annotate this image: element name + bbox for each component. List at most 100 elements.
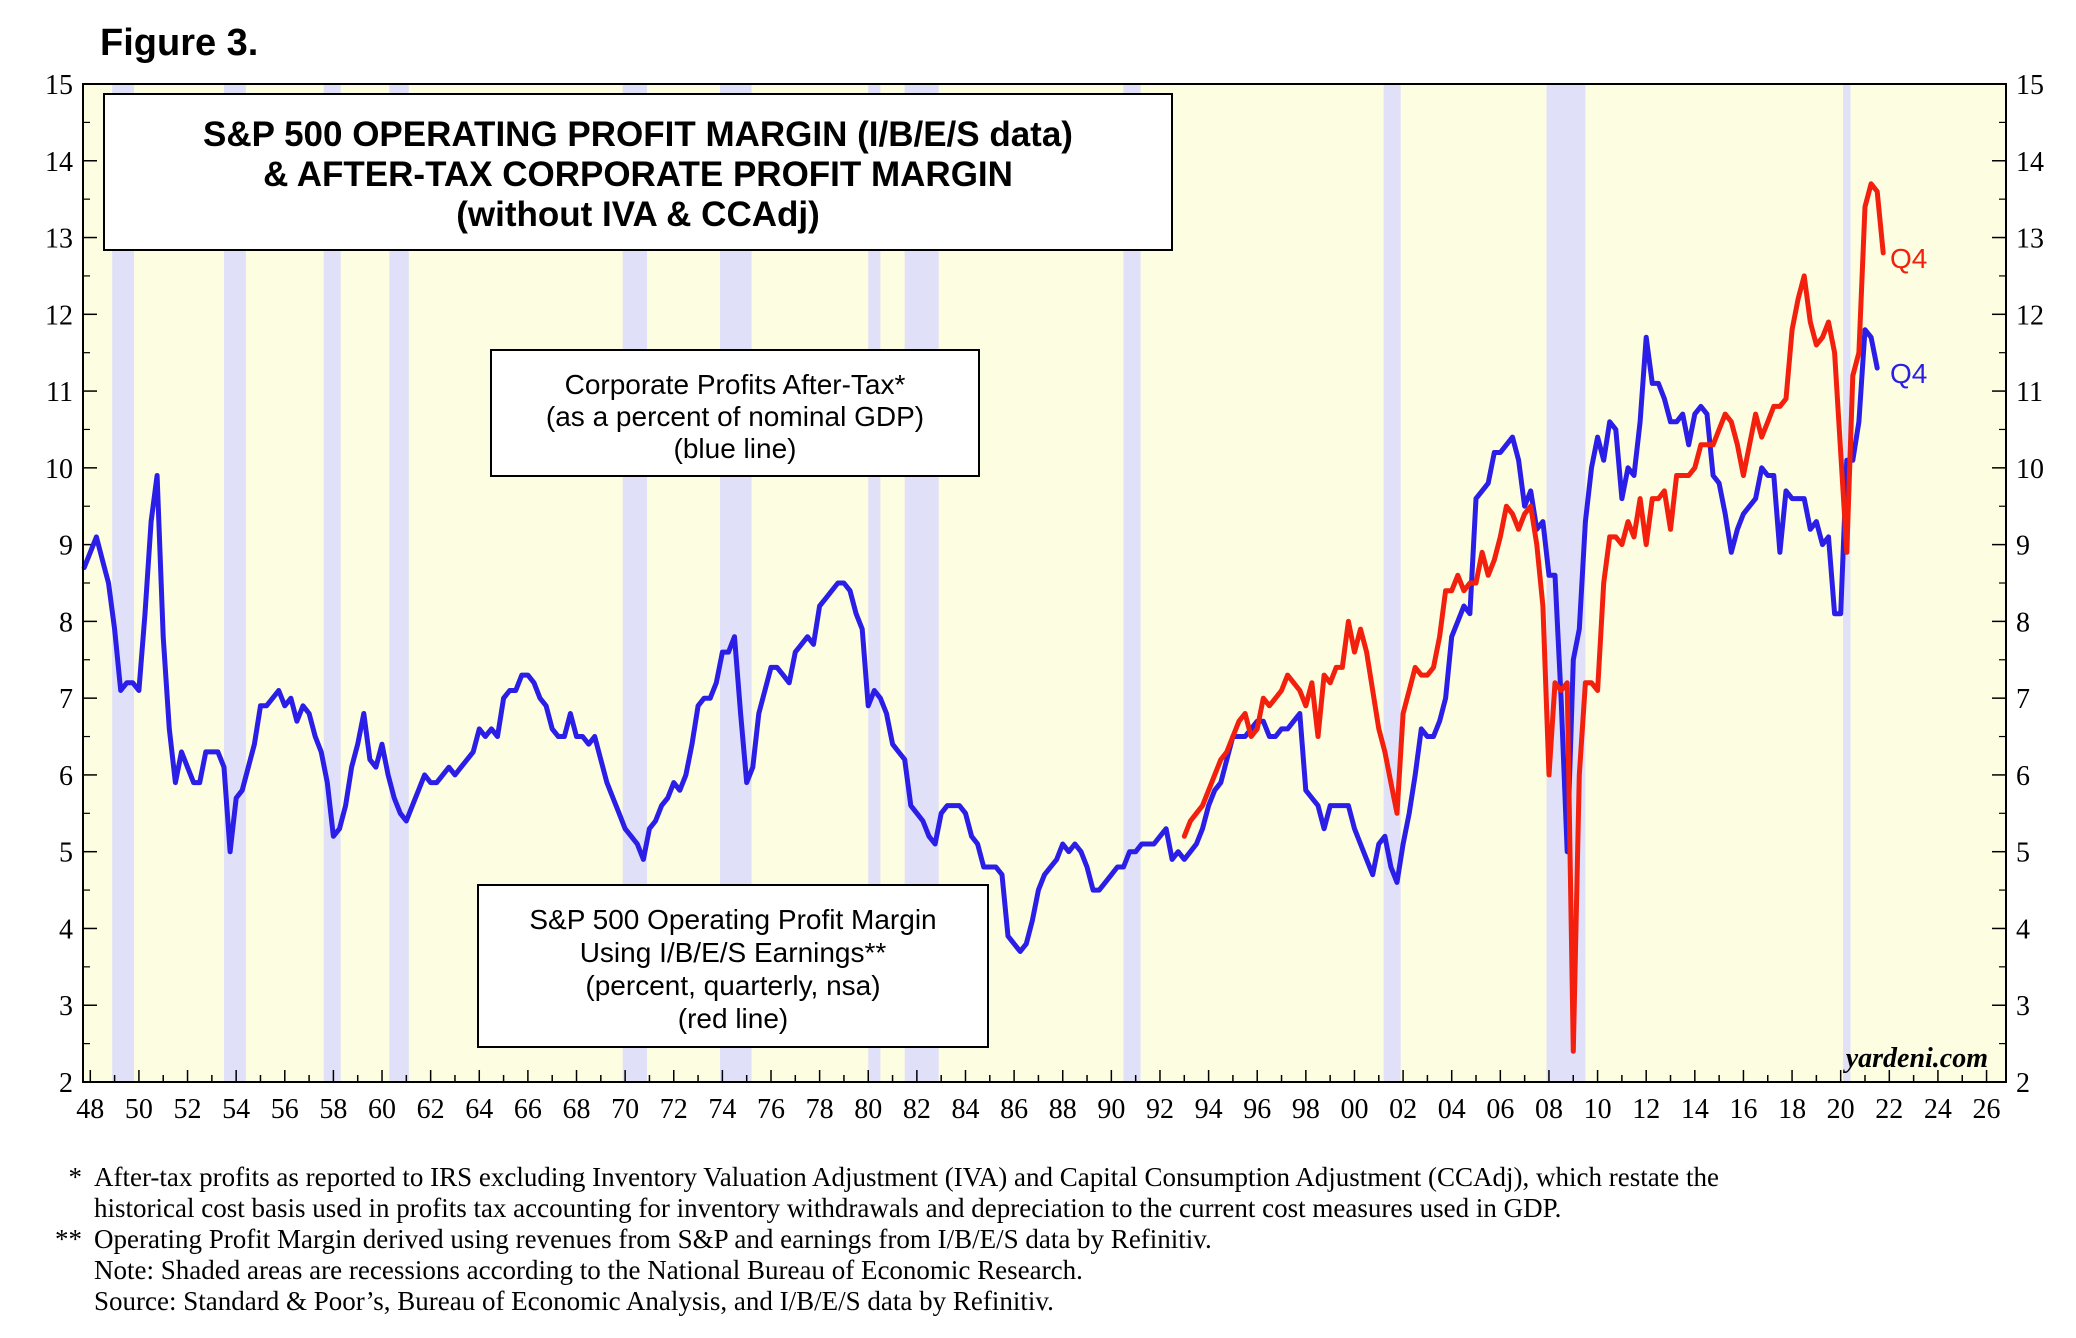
y-tick-label-right: 15 <box>2016 70 2044 101</box>
blue-box-line-1: Corporate Profits After-Tax* <box>565 369 906 400</box>
y-tick-label-right: 2 <box>2016 1068 2030 1099</box>
y-tick-label-left: 5 <box>59 838 73 869</box>
blue-line-legend-box: Corporate Profits After-Tax* (as a perce… <box>490 349 980 477</box>
x-tick-label: 64 <box>465 1094 493 1125</box>
recession-band <box>1383 84 1401 1082</box>
x-tick-label: 02 <box>1389 1094 1417 1125</box>
x-tick-label: 06 <box>1486 1094 1514 1125</box>
x-tick-label: 14 <box>1681 1094 1709 1125</box>
x-tick-label: 60 <box>368 1094 396 1125</box>
footnote-mark-double-star: ** <box>55 1224 82 1254</box>
y-tick-label-left: 15 <box>45 70 73 101</box>
x-tick-label: 72 <box>660 1094 688 1125</box>
x-tick-label: 96 <box>1243 1094 1271 1125</box>
x-tick-label: 00 <box>1340 1094 1368 1125</box>
x-tick-label: 88 <box>1049 1094 1077 1125</box>
x-tick-label: 22 <box>1875 1094 1903 1125</box>
x-tick-label: 76 <box>757 1094 785 1125</box>
y-tick-label-right: 13 <box>2016 224 2044 255</box>
x-tick-label: 98 <box>1292 1094 1320 1125</box>
footnote-double-star: ** Operating Profit Margin derived using… <box>28 1224 2058 1255</box>
recession-band <box>389 84 409 1082</box>
y-tick-label-left: 13 <box>45 224 73 255</box>
x-tick-label: 86 <box>1000 1094 1028 1125</box>
y-axis-left: 2 3 4 5 6 7 8 9 10 11 12 13 14 15 <box>45 70 73 1099</box>
y-tick-label-left: 12 <box>45 300 73 331</box>
y-tick-label-left: 7 <box>59 684 73 715</box>
x-tick-label: 80 <box>854 1094 882 1125</box>
x-tick-label: 62 <box>417 1094 445 1125</box>
red-series-end-label: Q4 <box>1890 243 1927 274</box>
x-tick-label: 92 <box>1146 1094 1174 1125</box>
chart-title-line-3: (without IVA & CCAdj) <box>456 195 820 234</box>
footnotes: * After-tax profits as reported to IRS e… <box>28 1162 2058 1317</box>
x-tick-label: 70 <box>611 1094 639 1125</box>
x-tick-label: 20 <box>1827 1094 1855 1125</box>
x-tick-label: 24 <box>1924 1094 1952 1125</box>
y-tick-label-right: 3 <box>2016 991 2030 1022</box>
figure-label: Figure 3. <box>100 22 259 64</box>
red-box-line-1: S&P 500 Operating Profit Margin <box>529 904 936 935</box>
y-tick-label-right: 7 <box>2016 684 2030 715</box>
y-tick-label-right: 9 <box>2016 531 2030 562</box>
y-tick-label-left: 10 <box>45 454 73 485</box>
blue-box-line-2: (as a percent of nominal GDP) <box>546 401 924 432</box>
title-box: S&P 500 OPERATING PROFIT MARGIN (I/B/E/S… <box>103 93 1173 251</box>
x-tick-label: 16 <box>1729 1094 1757 1125</box>
plot-frame <box>82 83 2007 1083</box>
recession-band <box>1123 84 1141 1082</box>
y-tick-label-right: 14 <box>2016 147 2044 178</box>
chart-title-line-2: & AFTER-TAX CORPORATE PROFIT MARGIN <box>263 155 1013 194</box>
x-tick-label: 68 <box>563 1094 591 1125</box>
x-tick-label: 04 <box>1438 1094 1466 1125</box>
chart-title-line-1: S&P 500 OPERATING PROFIT MARGIN (I/B/E/S… <box>203 115 1073 154</box>
recession-band <box>868 84 881 1082</box>
y-tick-label-right: 12 <box>2016 300 2044 331</box>
footnote-single-star: * After-tax profits as reported to IRS e… <box>28 1162 2058 1224</box>
y-tick-label-left: 9 <box>59 531 73 562</box>
red-line-sp500-margin <box>1181 181 1886 1054</box>
watermark: yardeni.com <box>1843 1043 1988 1074</box>
series-lines <box>81 181 1886 1054</box>
x-tick-label: 74 <box>708 1094 736 1125</box>
y-tick-label-right: 11 <box>2016 377 2043 408</box>
x-tick-label: 18 <box>1778 1094 1806 1125</box>
y-axis-right: 2 3 4 5 6 7 8 9 10 11 12 13 14 15 <box>2016 70 2044 1099</box>
y-tick-label-left: 11 <box>46 377 73 408</box>
red-box-line-4: (red line) <box>678 1003 788 1034</box>
x-tick-label: 12 <box>1632 1094 1660 1125</box>
y-tick-label-right: 4 <box>2016 914 2030 945</box>
recession-band <box>112 84 135 1082</box>
blue-series-end-label: Q4 <box>1890 358 1927 389</box>
red-line-legend-box: S&P 500 Operating Profit Margin Using I/… <box>477 884 989 1048</box>
footnote-star-line-2: historical cost basis used in profits ta… <box>94 1193 1562 1223</box>
blue-line-corporate-profits <box>81 327 1880 954</box>
x-tick-label: 52 <box>174 1094 202 1125</box>
y-tick-label-left: 3 <box>59 991 73 1022</box>
y-tick-label-left: 8 <box>59 607 73 638</box>
recession-band <box>1843 84 1851 1082</box>
y-tick-label-left: 4 <box>59 914 73 945</box>
x-tick-label: 50 <box>125 1094 153 1125</box>
x-tick-label: 56 <box>271 1094 299 1125</box>
red-box-line-2: Using I/B/E/S Earnings** <box>580 937 887 968</box>
y-tick-label-left: 2 <box>59 1068 73 1099</box>
y-tick-label-right: 5 <box>2016 838 2030 869</box>
axis-ticks <box>83 83 2006 1083</box>
y-tick-label-right: 10 <box>2016 454 2044 485</box>
x-tick-label: 48 <box>76 1094 104 1125</box>
y-tick-label-right: 8 <box>2016 607 2030 638</box>
footnote-star-line-1: After-tax profits as reported to IRS exc… <box>94 1162 1719 1192</box>
y-tick-label-right: 6 <box>2016 761 2030 792</box>
x-tick-label: 84 <box>951 1094 979 1125</box>
x-tick-label: 10 <box>1584 1094 1612 1125</box>
x-tick-label: 90 <box>1097 1094 1125 1125</box>
y-tick-label-left: 14 <box>45 147 73 178</box>
x-tick-label: 94 <box>1195 1094 1223 1125</box>
x-axis: 48 50 52 54 56 58 60 62 64 66 68 70 72 74 76 78 80 82 84 86… <box>76 1094 2000 1125</box>
blue-box-line-3: (blue line) <box>674 433 797 464</box>
x-tick-label: 08 <box>1535 1094 1563 1125</box>
x-tick-label: 26 <box>1973 1094 2001 1125</box>
x-tick-label: 82 <box>903 1094 931 1125</box>
